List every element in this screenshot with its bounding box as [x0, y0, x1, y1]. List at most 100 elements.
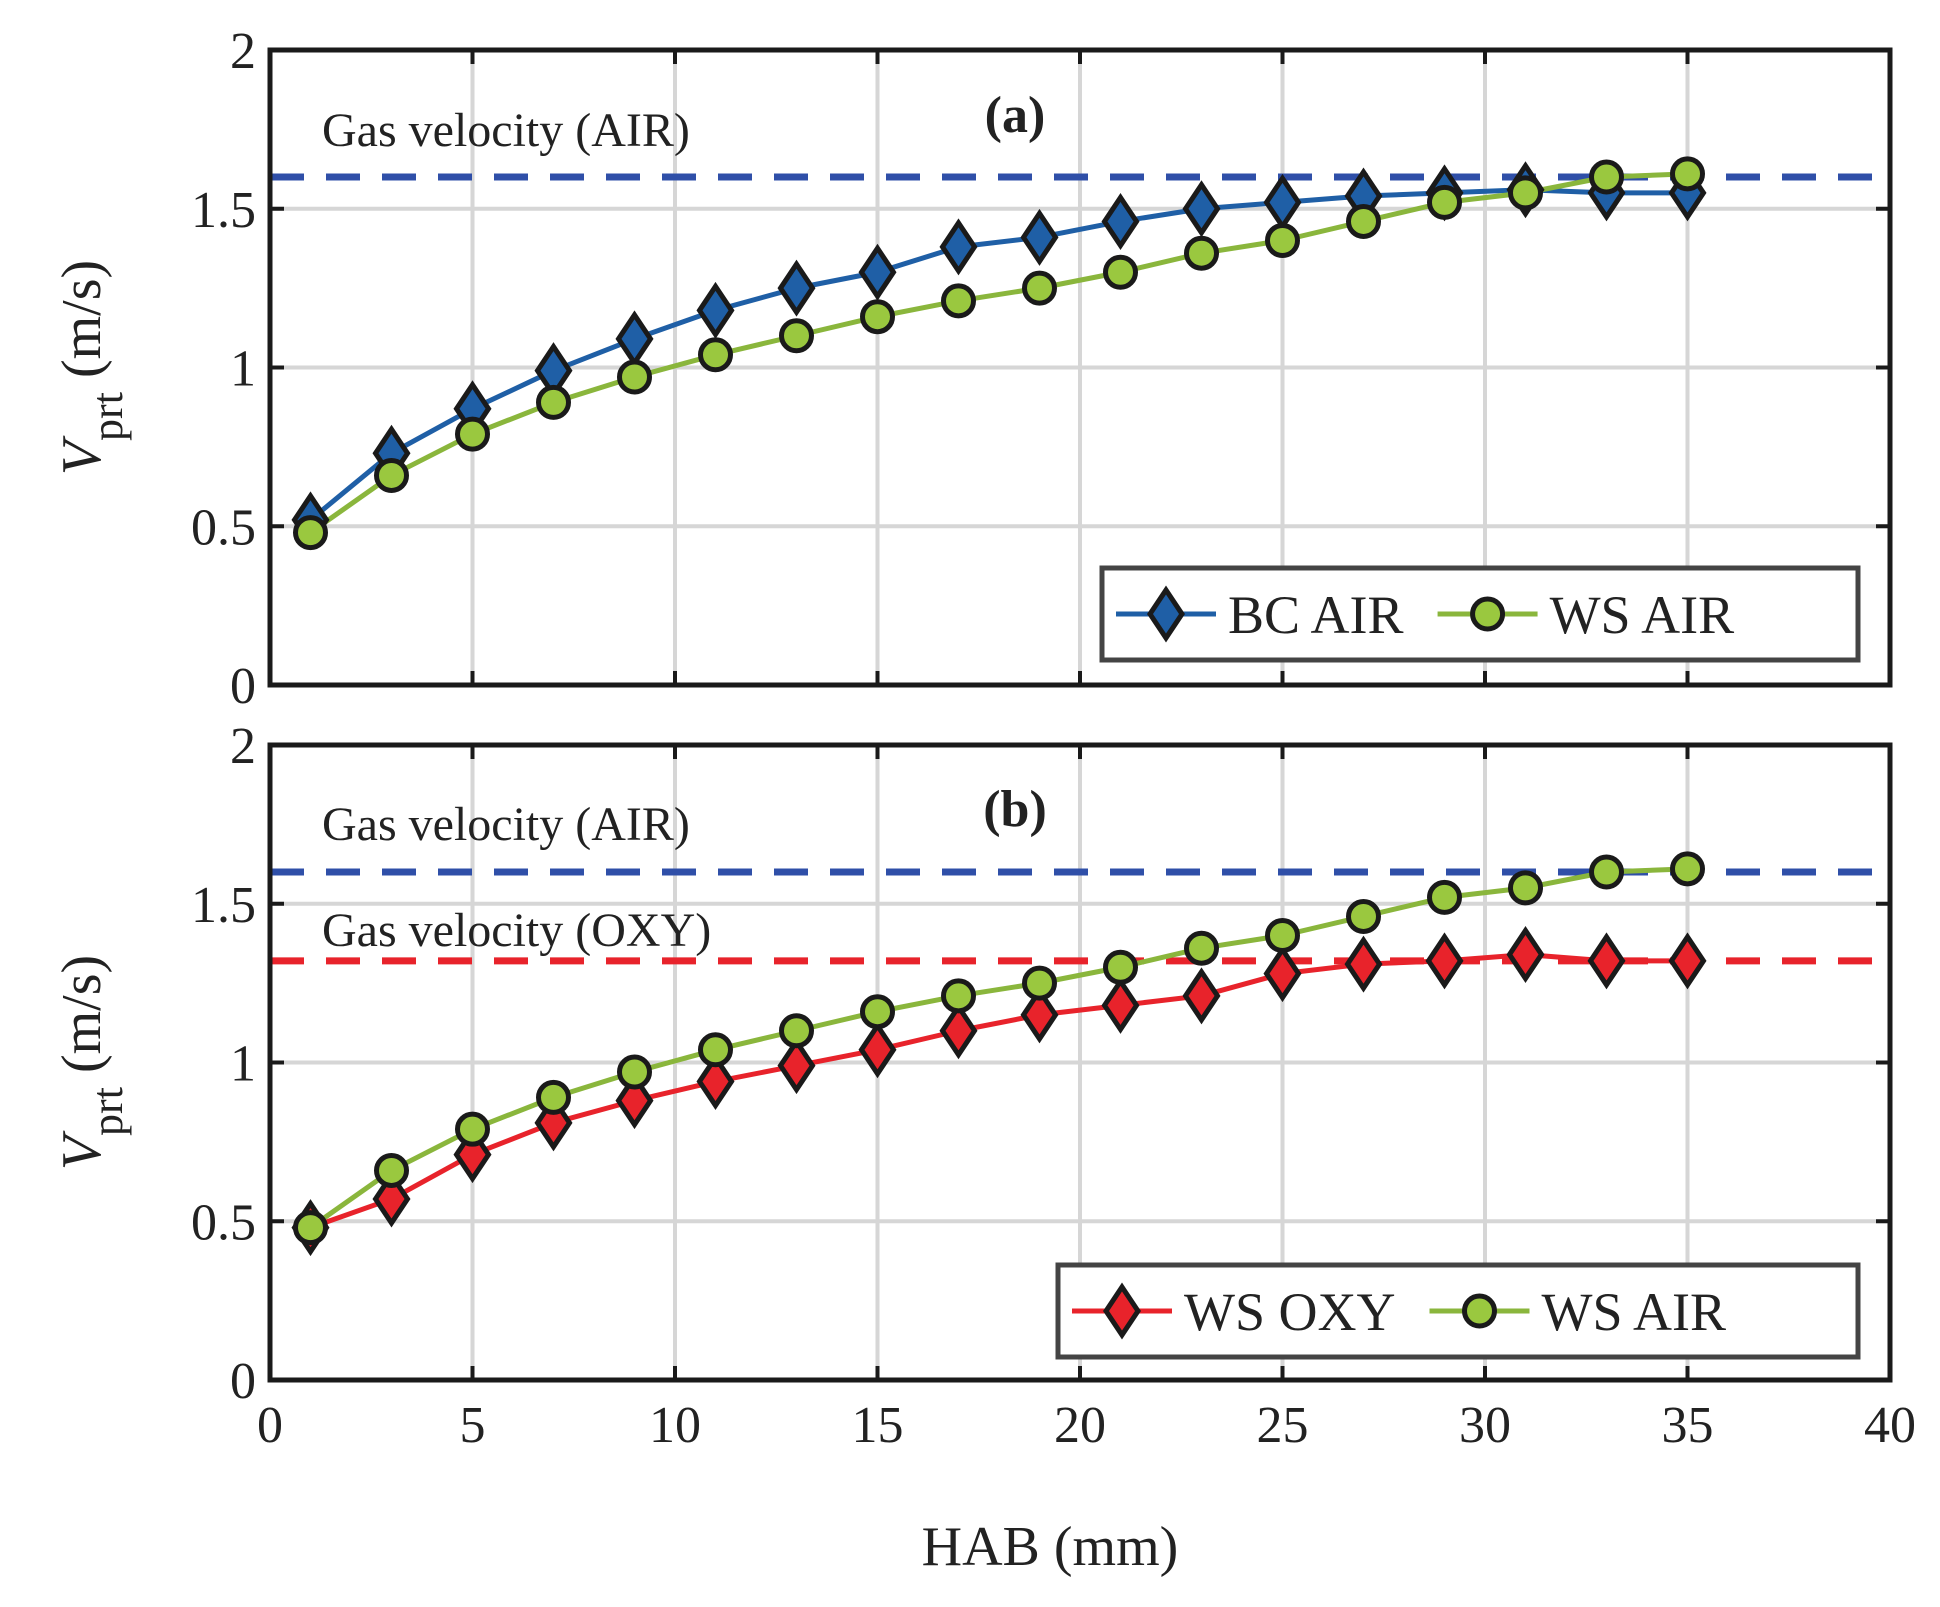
data-point-ws-air [1427, 879, 1462, 915]
data-point-bc-air [777, 259, 816, 317]
legend-marker [1146, 585, 1186, 643]
data-point-ws-air [779, 1013, 814, 1049]
data-point-ws-air [536, 384, 571, 420]
data-point-ws-air [1346, 898, 1381, 934]
y-tick-label: 0 [230, 658, 256, 715]
x-tick-label: 5 [460, 1397, 486, 1454]
data-point-ws-oxy [372, 1170, 411, 1228]
x-tick-label: 0 [257, 1397, 283, 1454]
x-tick-label: 15 [852, 1397, 904, 1454]
data-point-ws-air [1022, 270, 1057, 306]
data-point-ws-air [1103, 254, 1138, 290]
data-point-ws-oxy [1506, 926, 1545, 984]
y-axis-label-sub: prt [83, 1087, 132, 1136]
data-point-ws-air [1184, 235, 1219, 271]
legend-a: BC AIR WS AIR [1099, 565, 1861, 663]
x-tick-label: 25 [1257, 1397, 1309, 1454]
data-point-ws-oxy [1101, 976, 1140, 1034]
reference-line-label: Gas velocity (AIR) [322, 104, 690, 157]
y-tick-label: 2 [230, 718, 256, 775]
x-tick-label: 20 [1054, 1397, 1106, 1454]
y-tick-label: 0 [230, 1353, 256, 1410]
data-point-ws-air [941, 978, 976, 1014]
x-tick-label: 30 [1459, 1397, 1511, 1454]
data-point-ws-air [1427, 184, 1462, 220]
legend-label: WS AIR [1550, 585, 1735, 645]
data-point-ws-air [617, 359, 652, 395]
data-point-ws-oxy [1587, 932, 1626, 990]
data-point-ws-air [536, 1079, 571, 1115]
legend-label: WS OXY [1184, 1282, 1396, 1342]
x-tick-label: 10 [649, 1397, 701, 1454]
x-tick-label: 35 [1662, 1397, 1714, 1454]
data-point-ws-air [1346, 203, 1381, 239]
y-axis-label-main: V [51, 435, 113, 475]
legend-marker [1102, 1282, 1142, 1340]
data-point-ws-air [1265, 918, 1300, 953]
data-point-ws-oxy [1668, 932, 1707, 990]
data-point-ws-air [374, 1152, 409, 1188]
data-point-ws-air [1508, 175, 1543, 211]
panel-label-a: (a) [985, 87, 1046, 144]
data-point-ws-oxy [615, 1072, 654, 1130]
data-point-ws-air [941, 283, 976, 319]
data-point-ws-air [1589, 159, 1624, 195]
data-point-ws-air [860, 994, 895, 1030]
data-point-ws-oxy [939, 1002, 978, 1060]
data-point-ws-air [293, 1210, 328, 1246]
y-axis-label-sub: prt [83, 392, 132, 441]
data-point-ws-air [455, 416, 490, 452]
y-tick-label: 1.5 [191, 182, 256, 239]
reference-line-label: Gas velocity (OXY) [322, 904, 711, 957]
legend-marker [1470, 596, 1506, 632]
legend-marker [1462, 1293, 1497, 1329]
data-point-ws-air [1103, 949, 1138, 985]
legend-label: BC AIR [1228, 585, 1404, 645]
data-point-ws-air [1670, 851, 1705, 887]
data-point-ws-oxy [1182, 967, 1221, 1025]
y-tick-label: 2 [230, 23, 256, 80]
data-point-ws-air [1184, 930, 1219, 966]
legend-label: WS AIR [1542, 1282, 1727, 1342]
y-tick-label: 1.5 [191, 877, 256, 934]
data-point-ws-oxy [1425, 932, 1464, 990]
legend-b: WS OXY WS AIR [1055, 1262, 1861, 1360]
data-point-ws-oxy [1020, 986, 1059, 1044]
data-point-bc-air [1020, 208, 1059, 266]
y-axis-label-unit: (m/s) [51, 260, 113, 392]
data-point-bc-air [939, 218, 978, 276]
data-point-bc-air [1101, 192, 1140, 250]
y-tick-label: 1 [230, 1036, 256, 1093]
data-point-ws-air [374, 457, 409, 493]
data-point-bc-air [858, 243, 897, 301]
y-axis-label-unit: (m/s) [51, 955, 113, 1087]
y-axis-label-a: Vprt (m/s) [51, 260, 132, 475]
data-point-ws-oxy [858, 1021, 897, 1079]
y-axis-label-main: V [51, 1130, 113, 1170]
data-point-ws-air [617, 1054, 652, 1090]
y-tick-label: 0.5 [191, 499, 256, 556]
y-axis-label-b: Vprt (m/s) [51, 955, 132, 1170]
data-point-bc-air [696, 281, 735, 339]
panel-a: Gas velocity (AIR) 0 0.5 1 1.5 2 (a) Vprt (m/s)… [51, 23, 1893, 715]
panel-b: Gas velocity (AIR) Gas velocity (OXY) 0 0.5… [51, 718, 1916, 1454]
data-point-ws-air [455, 1111, 490, 1147]
data-point-ws-air [1022, 965, 1057, 1001]
data-point-ws-air [698, 337, 733, 373]
data-point-ws-air [293, 515, 328, 551]
x-axis-label: HAB (mm) [922, 1516, 1179, 1578]
data-point-ws-air [698, 1032, 733, 1068]
y-tick-label: 0.5 [191, 1194, 256, 1251]
x-tick-label: 40 [1864, 1397, 1916, 1454]
data-point-bc-air [1182, 180, 1221, 238]
reference-line-label: Gas velocity (AIR) [322, 798, 690, 851]
data-point-ws-oxy [696, 1053, 735, 1111]
data-point-ws-oxy [1263, 945, 1302, 1003]
y-tick-label: 1 [230, 341, 256, 398]
data-point-ws-oxy [777, 1037, 816, 1095]
data-point-ws-air [1589, 854, 1624, 890]
data-point-ws-air [860, 299, 895, 335]
data-point-ws-air [779, 318, 814, 354]
panel-label-b: (b) [983, 781, 1047, 838]
